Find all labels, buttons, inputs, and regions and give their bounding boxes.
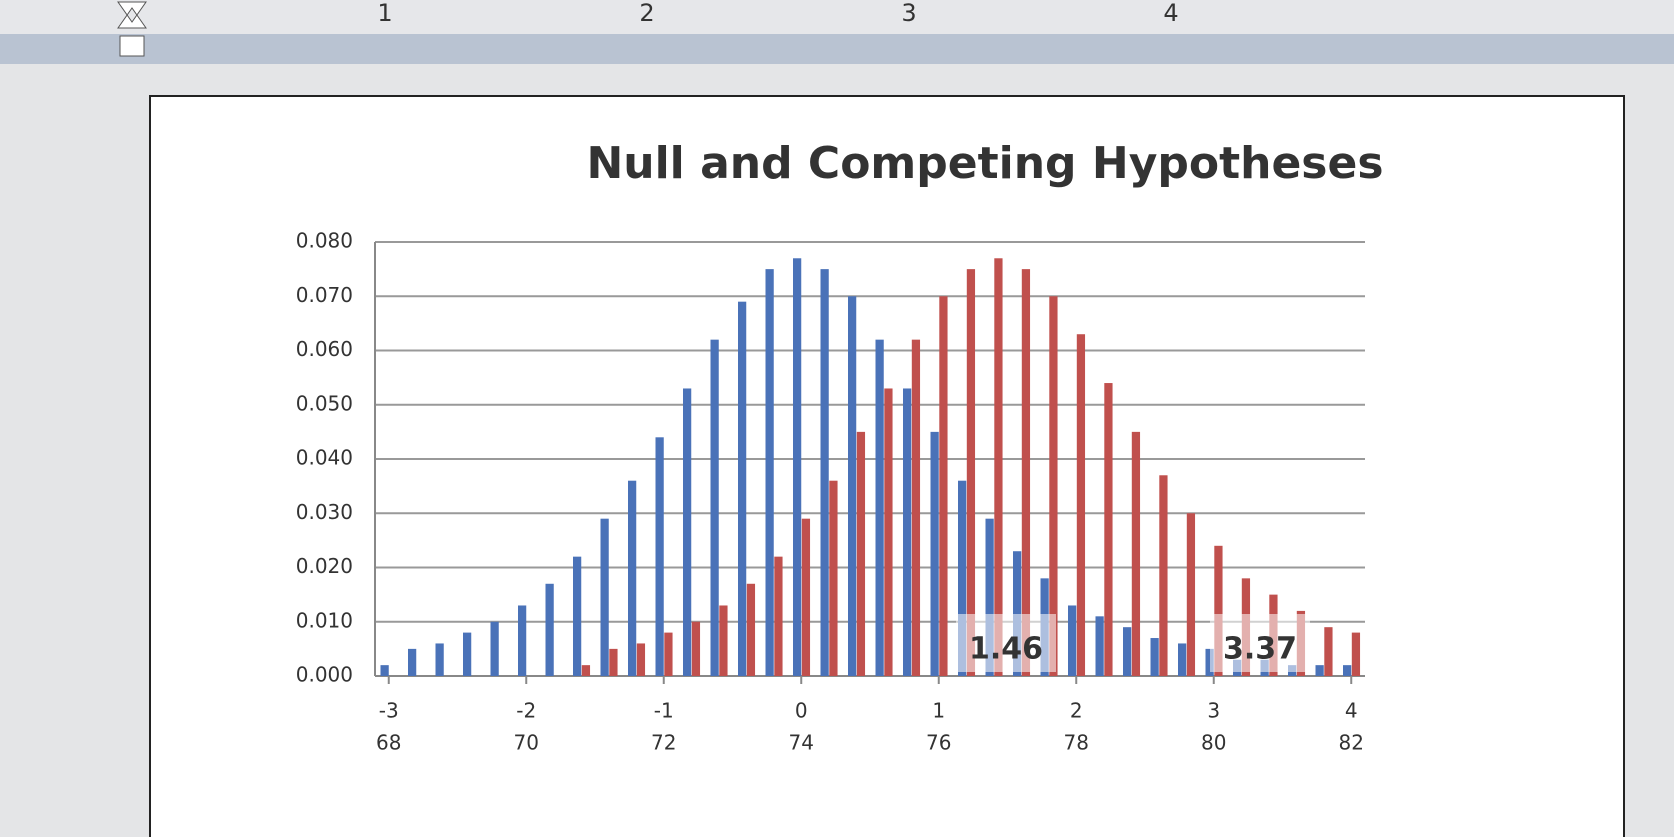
bar [1351,632,1361,676]
bar [1178,643,1187,676]
bar [1049,296,1058,676]
ruler-label: 2 [639,0,654,27]
bar [1013,551,1022,676]
bar [829,480,838,676]
bar [636,643,646,676]
bar [1021,269,1031,676]
bar [930,431,939,676]
x-tick-label: 0 [795,699,808,723]
x-tick-label: 3 [1207,699,1220,723]
ruler-label: 4 [1163,0,1178,27]
x-tick-label: -2 [516,699,536,723]
bar [490,621,499,676]
bar [609,648,618,676]
bar [1159,475,1168,676]
bar [985,518,994,676]
bar [655,437,664,676]
bar [958,480,967,676]
bar [380,665,389,676]
bar [518,605,527,676]
bar [1324,627,1333,676]
x-tick-label-secondary: 74 [789,731,814,755]
bar [884,388,893,676]
y-tick-label: 0.030 [296,500,353,524]
ruler-label: 3 [901,0,916,27]
ruler-bar [0,34,1674,64]
x-tick-label: -3 [379,699,399,723]
annotation: 3.37 [1223,632,1297,667]
indent-marker[interactable] [117,1,147,29]
bar [774,556,783,676]
bar [856,431,866,676]
bar [1068,605,1077,676]
bar [628,480,637,676]
bar [1095,616,1104,676]
bar [765,269,774,676]
y-tick-label: 0.000 [296,663,353,687]
y-tick-label: 0.040 [296,446,353,470]
bar [820,269,829,676]
y-tick-label: 0.080 [296,229,353,253]
bar [1150,638,1159,676]
bar [994,258,1003,676]
bar [1214,545,1223,676]
bar [1123,627,1132,676]
bar [1104,383,1113,676]
bar [746,583,756,676]
bar [1131,431,1141,676]
bar [691,621,701,676]
bar [581,665,591,676]
bar [1186,513,1196,676]
annotation: 1.46 [969,632,1043,667]
indent-box[interactable] [119,35,145,57]
annotation-box [956,614,1056,672]
bar [1076,334,1086,676]
y-tick-label: 0.070 [296,283,353,307]
x-tick-label-secondary: 70 [514,731,539,755]
bar [1315,665,1324,676]
bar [848,296,857,676]
bar [545,583,554,676]
ruler-label: 1 [377,0,392,27]
y-tick-label: 0.060 [296,337,353,361]
x-tick-label: 1 [932,699,945,723]
bar [664,632,673,676]
bar [683,388,692,676]
annotation-box [1210,614,1310,672]
x-tick-label-secondary: 80 [1201,731,1226,755]
bar [600,518,609,676]
bar [793,258,802,676]
bar [573,556,582,676]
x-tick-label: -1 [654,699,674,723]
y-tick-label: 0.050 [296,391,353,415]
bar [710,339,719,676]
y-tick-label: 0.020 [296,554,353,578]
chart-title: Null and Competing Hypotheses [586,138,1383,189]
x-tick-label-secondary: 68 [376,731,401,755]
bar [801,518,811,676]
x-tick-label-secondary: 82 [1339,731,1364,755]
bar [463,632,472,676]
bar [1343,665,1352,676]
x-tick-label-secondary: 78 [1064,731,1089,755]
bar [939,296,948,676]
bar [903,388,912,676]
x-tick-label-secondary: 76 [926,731,951,755]
x-tick-label: 4 [1345,699,1358,723]
bar [719,605,728,676]
x-tick-label: 2 [1070,699,1083,723]
bar [966,269,976,676]
y-tick-label: 0.010 [296,608,353,632]
bar [435,643,444,676]
bar [738,301,747,676]
ruler [0,0,1674,34]
bar [408,648,417,676]
bar [875,339,884,676]
bar [911,339,921,676]
bar [1205,648,1214,676]
x-tick-label-secondary: 72 [651,731,676,755]
